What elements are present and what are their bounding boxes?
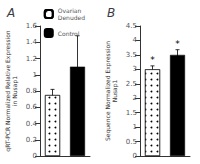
svg-text:0.6: 0.6 <box>26 103 38 111</box>
svg-text:Sequence Normalized Expression: Sequence Normalized Expression <box>104 41 111 141</box>
svg-text:1.5: 1.5 <box>126 109 137 117</box>
svg-text:1.2: 1.2 <box>26 55 37 63</box>
svg-text:0: 0 <box>33 152 37 160</box>
svg-text:0.4: 0.4 <box>26 120 38 128</box>
svg-text:B: B <box>107 6 115 20</box>
svg-text:in Nusap1: in Nusap1 <box>11 76 19 106</box>
svg-text:1: 1 <box>133 123 137 131</box>
svg-text:Control: Control <box>58 30 80 37</box>
svg-text:Nusap1: Nusap1 <box>111 79 119 102</box>
svg-text:0: 0 <box>133 152 137 160</box>
svg-text:1: 1 <box>33 71 37 79</box>
svg-text:*: * <box>175 39 180 49</box>
svg-text:Denuded: Denuded <box>58 14 85 21</box>
svg-text:qRT-PCR Normalized Relative Ex: qRT-PCR Normalized Relative Expression <box>4 30 11 152</box>
svg-text:3.5: 3.5 <box>126 51 137 59</box>
svg-text:Ovarian: Ovarian <box>58 7 82 14</box>
svg-text:4: 4 <box>133 36 138 44</box>
svg-text:3: 3 <box>133 65 137 73</box>
svg-text:*: * <box>150 55 155 65</box>
svg-text:2.5: 2.5 <box>126 80 137 88</box>
svg-text:2: 2 <box>133 94 137 102</box>
svg-text:0.2: 0.2 <box>26 136 37 144</box>
svg-text:A: A <box>6 6 15 20</box>
svg-text:0.5: 0.5 <box>126 138 137 146</box>
svg-text:0.8: 0.8 <box>26 87 37 95</box>
svg-text:1.6: 1.6 <box>26 22 38 30</box>
svg-text:1.4: 1.4 <box>26 38 38 46</box>
svg-text:4.5: 4.5 <box>126 22 137 30</box>
